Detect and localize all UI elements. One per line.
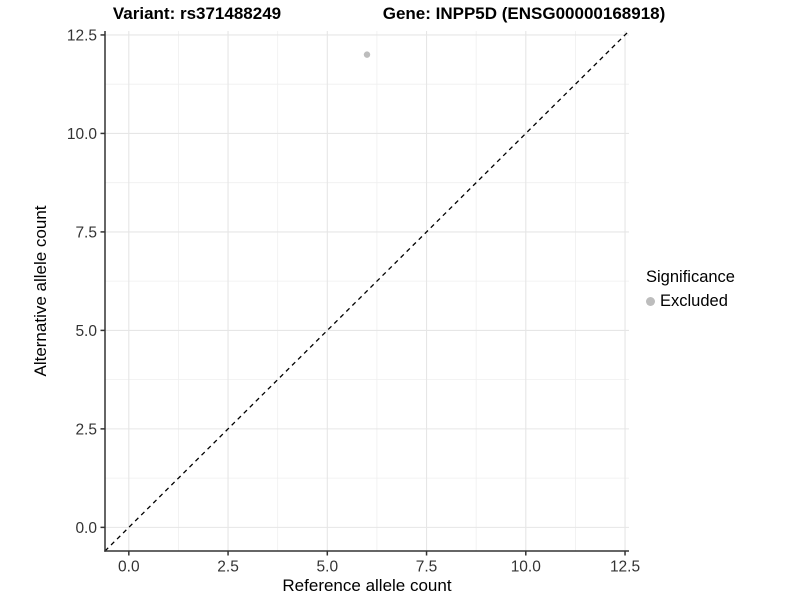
- svg-text:5.0: 5.0: [317, 559, 339, 576]
- svg-text:2.5: 2.5: [75, 421, 97, 438]
- svg-text:12.5: 12.5: [67, 27, 97, 44]
- svg-text:0.0: 0.0: [118, 559, 140, 576]
- plot-title-variant: Variant: rs371488249: [112, 4, 282, 23]
- plot-title-gene: Gene: INPP5D (ENSG00000168918): [382, 4, 666, 23]
- svg-text:0.0: 0.0: [75, 520, 97, 537]
- legend: Significance Excluded: [646, 268, 735, 311]
- svg-text:7.5: 7.5: [75, 224, 97, 241]
- data-point: [363, 51, 371, 58]
- legend-entry-label: Excluded: [660, 292, 728, 310]
- svg-text:10.0: 10.0: [67, 126, 98, 143]
- svg-text:5.0: 5.0: [75, 323, 97, 340]
- svg-text:10.0: 10.0: [511, 559, 542, 576]
- legend-entry-excluded: Excluded: [646, 292, 735, 311]
- excluded-marker-icon: [646, 297, 655, 306]
- svg-text:2.5: 2.5: [217, 559, 239, 576]
- legend-title: Significance: [646, 268, 735, 286]
- svg-text:12.5: 12.5: [610, 559, 640, 576]
- y-axis-title: Alternative allele count: [31, 205, 50, 377]
- x-axis-title: Reference allele count: [282, 576, 452, 595]
- svg-text:7.5: 7.5: [416, 559, 438, 576]
